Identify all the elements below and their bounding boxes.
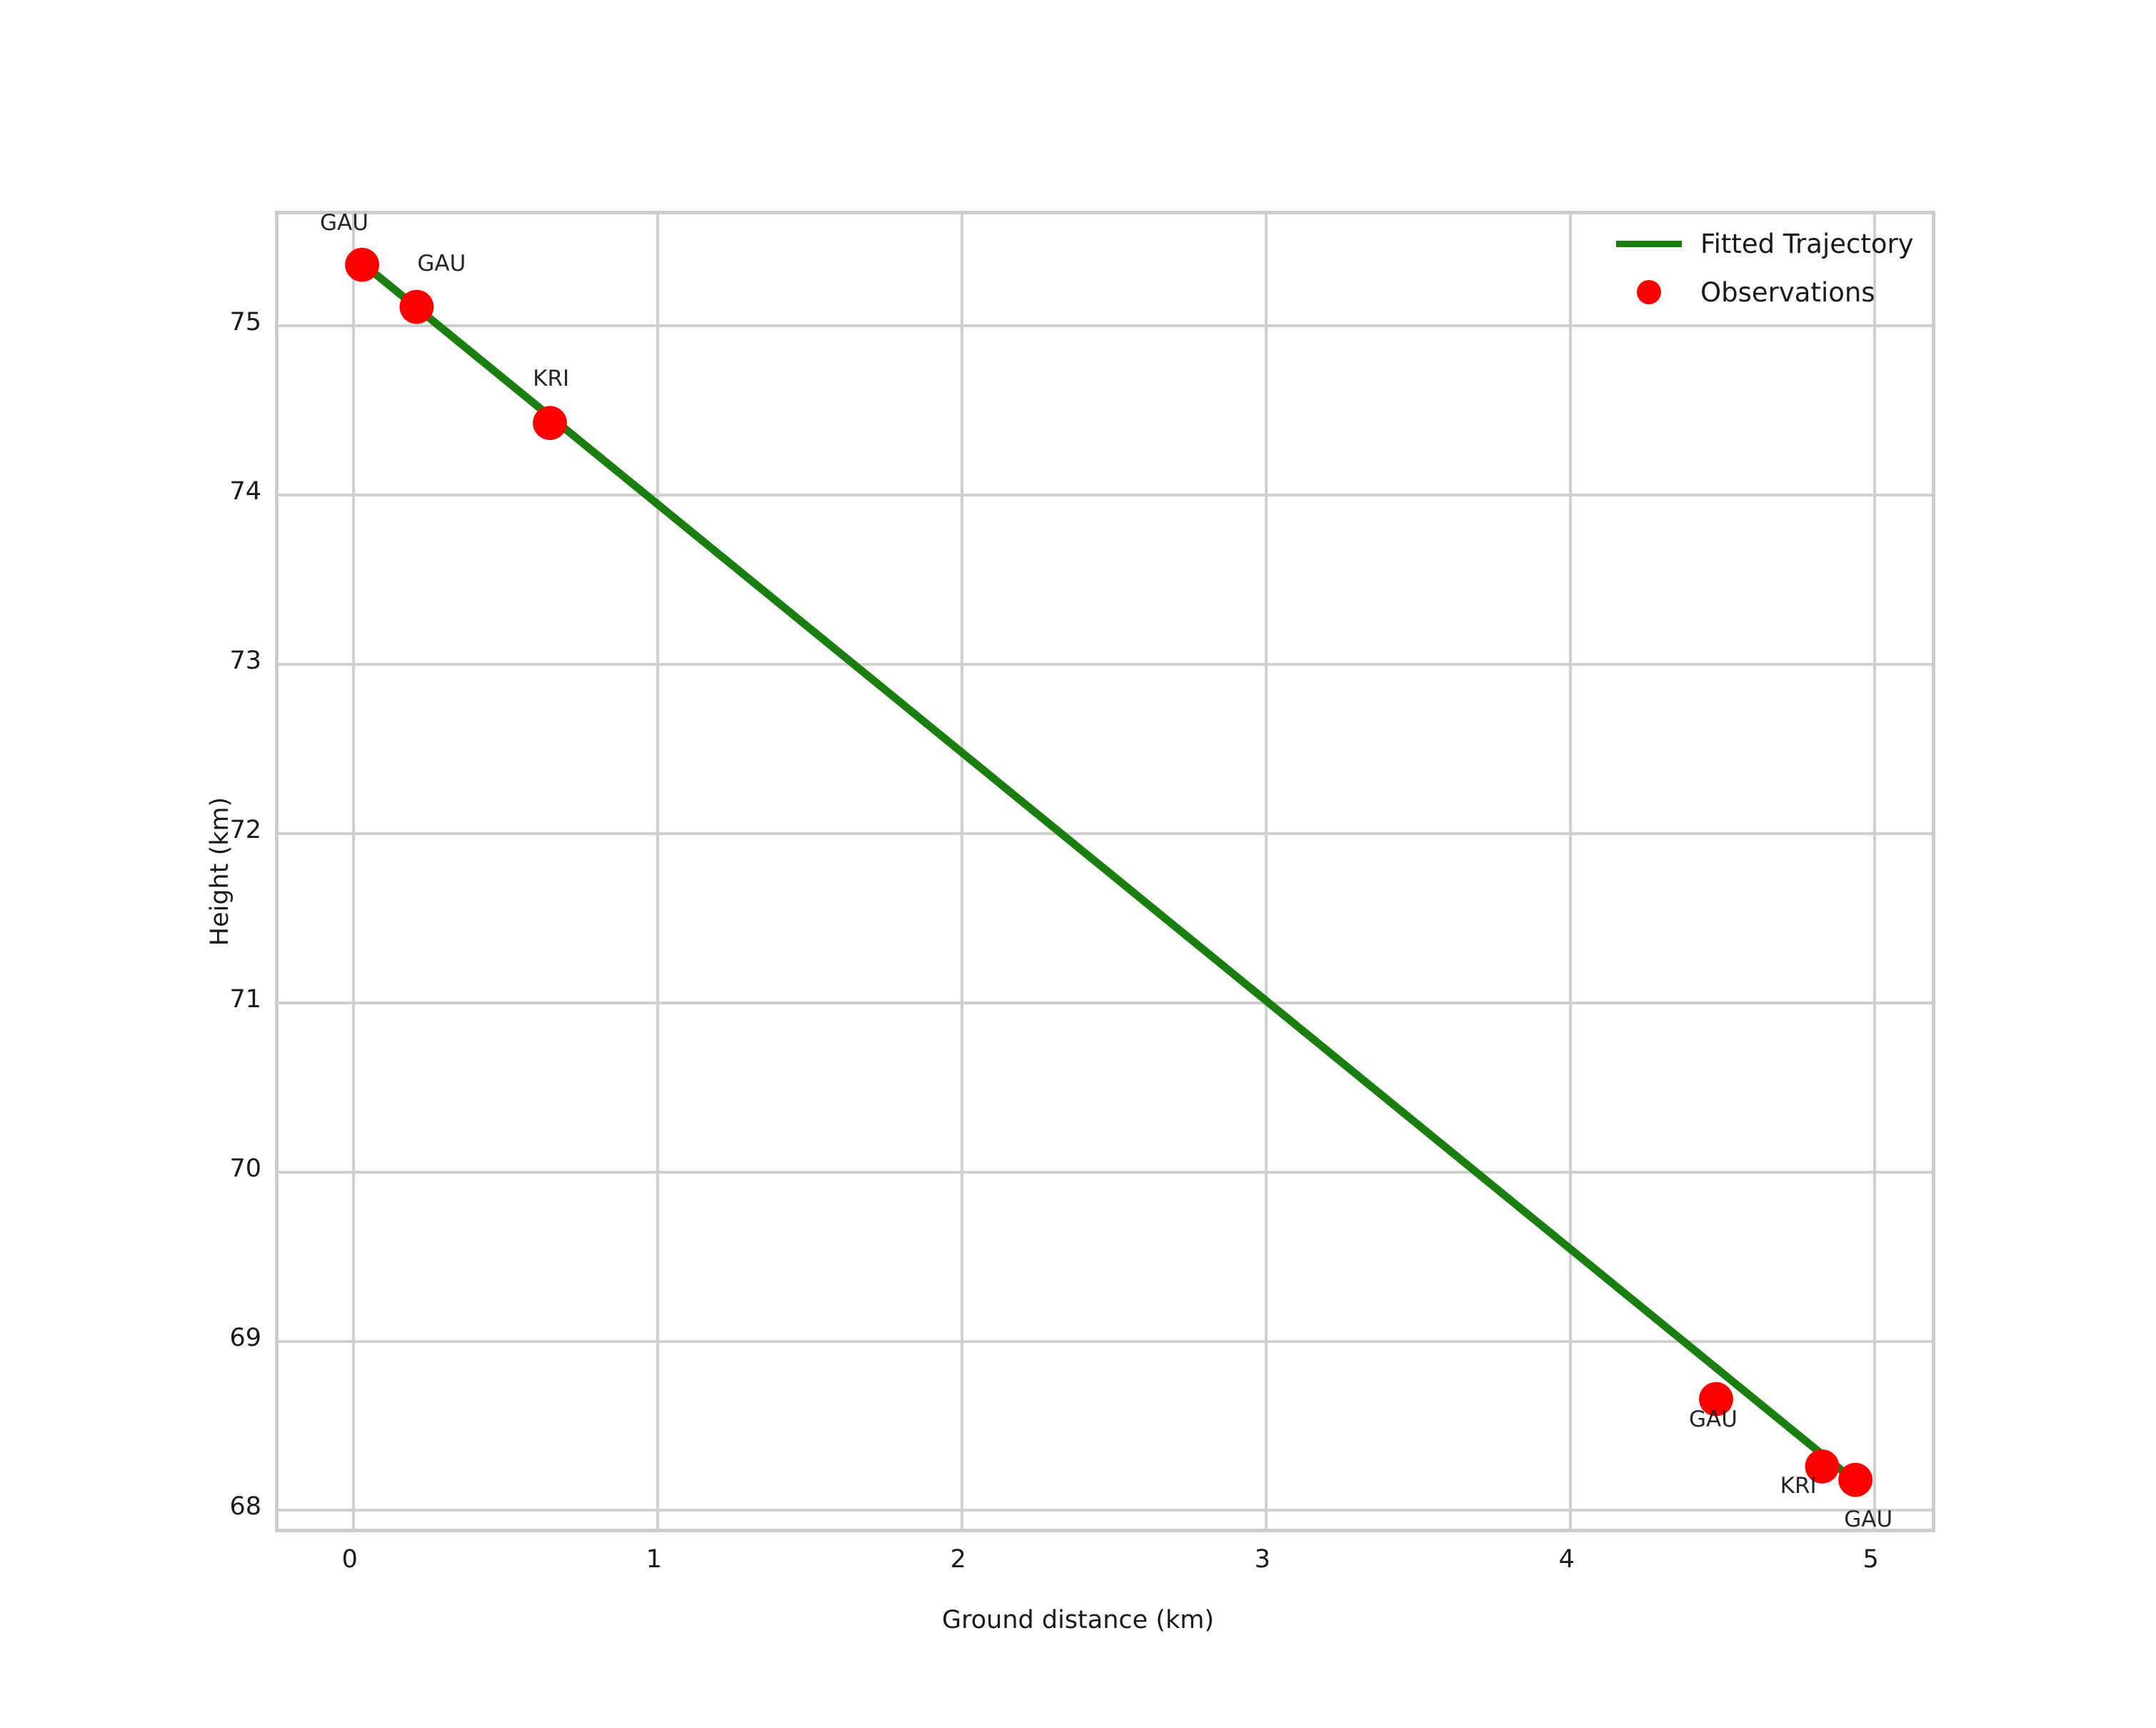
legend-entry[interactable]: Observations bbox=[1610, 276, 1914, 309]
observation-marker bbox=[1838, 1462, 1873, 1497]
observation-marker bbox=[1805, 1449, 1840, 1484]
gridline-vertical bbox=[960, 214, 963, 1529]
observation-label: GAU bbox=[417, 251, 466, 277]
y-tick-label: 72 bbox=[229, 815, 261, 844]
gridline-vertical bbox=[351, 214, 355, 1529]
legend-label: Observations bbox=[1700, 276, 1875, 308]
y-tick-label: 73 bbox=[229, 646, 261, 676]
gridline-vertical bbox=[1872, 214, 1876, 1529]
x-tick-label: 5 bbox=[1862, 1545, 1879, 1574]
fitted-trajectory-line bbox=[358, 259, 1860, 1486]
observation-marker bbox=[345, 247, 379, 282]
y-tick-label: 70 bbox=[229, 1154, 261, 1183]
observation-label: GAU bbox=[1844, 1506, 1893, 1532]
y-tick-label: 75 bbox=[229, 308, 261, 337]
observation-label: KRI bbox=[1780, 1472, 1817, 1499]
gridline-horizontal bbox=[279, 1170, 1932, 1174]
y-tick-label: 68 bbox=[229, 1492, 261, 1522]
observation-label: GAU bbox=[1688, 1407, 1738, 1433]
legend: Fitted Trajectory Observations bbox=[1610, 227, 1914, 309]
y-tick-label: 69 bbox=[229, 1323, 261, 1352]
gridline-horizontal bbox=[279, 663, 1932, 666]
legend-dot-glyph bbox=[1637, 280, 1661, 304]
plot-area: GAU GAU KRI GAU KRI GAU bbox=[275, 211, 1935, 1532]
legend-dot-swatch-icon bbox=[1610, 276, 1688, 309]
x-axis-title: Ground distance (km) bbox=[942, 1606, 1214, 1634]
gridline-horizontal bbox=[279, 1339, 1932, 1343]
legend-label: Fitted Trajectory bbox=[1700, 228, 1914, 259]
observation-label: KRI bbox=[533, 366, 570, 392]
gridline-horizontal bbox=[279, 494, 1932, 497]
legend-entry[interactable]: Fitted Trajectory bbox=[1610, 227, 1914, 260]
observation-label: GAU bbox=[320, 210, 368, 236]
x-tick-label: 2 bbox=[950, 1545, 966, 1574]
x-tick-label: 4 bbox=[1558, 1545, 1575, 1574]
gridline-horizontal bbox=[279, 324, 1932, 328]
observation-marker bbox=[1699, 1382, 1733, 1417]
gridline-vertical bbox=[1264, 214, 1268, 1529]
y-axis-title: Height (km) bbox=[206, 796, 234, 947]
data-layer bbox=[345, 247, 1873, 1497]
x-tick-label: 3 bbox=[1254, 1545, 1270, 1574]
gridline-horizontal bbox=[279, 1509, 1932, 1512]
gridline-horizontal bbox=[279, 1001, 1932, 1004]
x-tick-label: 1 bbox=[646, 1545, 662, 1574]
legend-line-swatch-icon bbox=[1610, 227, 1688, 260]
observation-marker bbox=[399, 289, 434, 324]
gridline-vertical bbox=[656, 214, 659, 1529]
y-tick-label: 74 bbox=[229, 477, 261, 506]
x-tick-label: 0 bbox=[341, 1545, 358, 1574]
gridline-vertical bbox=[1568, 214, 1572, 1529]
y-tick-label: 71 bbox=[229, 984, 261, 1014]
legend-line-glyph bbox=[1616, 241, 1682, 247]
observation-marker bbox=[533, 406, 567, 441]
gridline-horizontal bbox=[279, 831, 1932, 835]
